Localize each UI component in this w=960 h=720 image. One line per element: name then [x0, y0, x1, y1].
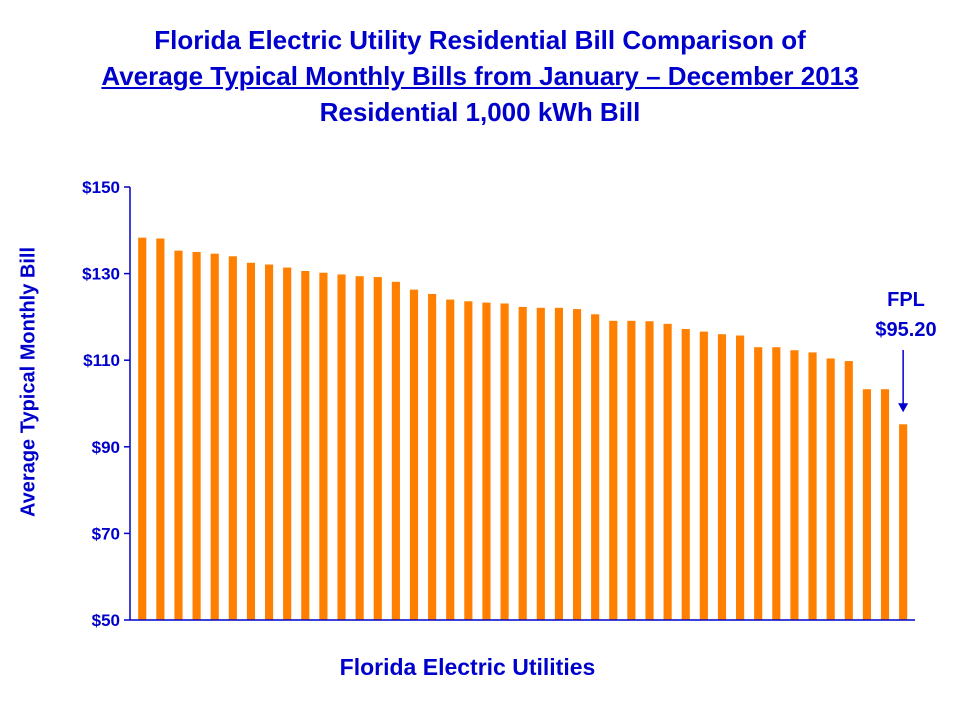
bar [138, 237, 147, 620]
bar [808, 352, 817, 620]
bar [645, 321, 654, 620]
bar [518, 306, 527, 620]
bars [138, 237, 908, 620]
annotation-arrow-group [898, 350, 909, 413]
bar [228, 256, 237, 620]
fpl-annotation-label: FPL [887, 289, 925, 311]
bar [156, 238, 165, 620]
bar [880, 389, 890, 620]
fpl-annotation: FPL $95.20 [846, 285, 960, 345]
y-tick-label: $110 [83, 351, 120, 370]
bar [337, 274, 346, 620]
x-axis-label: Florida Electric Utilities [339, 654, 596, 680]
title-line-1: Florida Electric Utility Residential Bil… [154, 25, 806, 55]
annotation-arrowhead [898, 403, 909, 413]
bar [500, 303, 509, 620]
bar [663, 323, 672, 620]
bar [609, 320, 618, 620]
y-tick-label: $70 [92, 524, 120, 543]
bar [373, 277, 382, 620]
bar [210, 253, 219, 620]
chart-title: Florida Electric Utility Residential Bil… [0, 22, 960, 130]
title-line-2: Average Typical Monthly Bills from Janua… [101, 61, 859, 91]
bar [192, 251, 201, 620]
bar [736, 335, 745, 620]
bar [264, 264, 274, 620]
y-tick-label: $130 [82, 265, 120, 284]
bar [591, 314, 600, 620]
y-tick-label: $50 [92, 611, 120, 630]
bar [319, 272, 328, 620]
title-line-3: Residential 1,000 kWh Bill [319, 97, 641, 127]
bar [554, 307, 563, 620]
bar [283, 267, 292, 620]
bar [391, 281, 400, 620]
bar [681, 329, 690, 620]
bar [446, 299, 455, 620]
y-tick-label: $90 [92, 438, 120, 457]
bar [826, 358, 835, 620]
bar [899, 424, 908, 620]
bar [627, 320, 636, 620]
bar [754, 347, 763, 620]
bar [717, 334, 727, 620]
y-axis: $50 $70 $90 $110 $130 $150 [82, 178, 915, 630]
bar [174, 250, 183, 620]
bar [409, 289, 419, 620]
bar [464, 301, 473, 620]
bar [844, 361, 853, 620]
bar [790, 350, 799, 620]
bar [246, 262, 256, 620]
y-axis-label: Average Typical Monthly Bill [17, 246, 40, 518]
bar [428, 293, 437, 620]
bar [572, 309, 582, 620]
bar [699, 331, 708, 620]
bar [355, 276, 364, 620]
bar [536, 307, 545, 620]
bar [301, 271, 310, 620]
y-tick-label: $150 [82, 178, 120, 197]
bar [482, 302, 491, 620]
bar [772, 347, 781, 620]
bar [862, 389, 871, 620]
fpl-annotation-value: $95.20 [875, 319, 937, 341]
